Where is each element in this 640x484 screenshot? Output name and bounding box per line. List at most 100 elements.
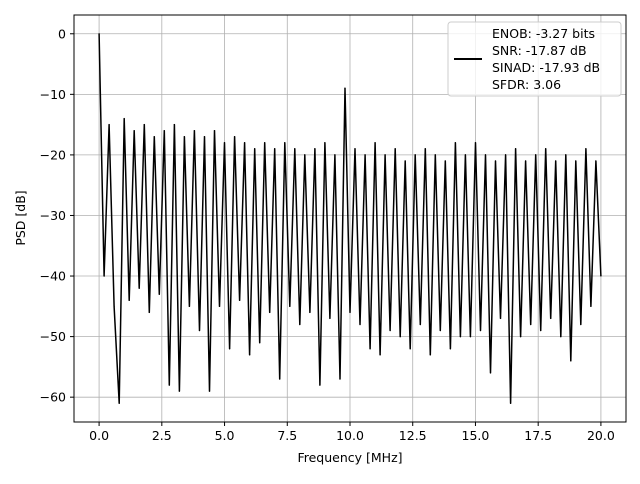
psd-data-point: [254, 148, 256, 150]
psd-data-point: [479, 329, 482, 332]
y-tick-label: −50: [40, 329, 66, 344]
psd-data-point: [319, 384, 321, 386]
psd-data-point: [489, 372, 492, 374]
psd-data-point: [183, 136, 185, 138]
psd-data-point: [595, 160, 597, 162]
psd-data-point: [359, 323, 361, 326]
psd-data-point: [334, 154, 336, 156]
psd-data-point: [384, 154, 386, 156]
psd-data-point: [580, 323, 582, 326]
x-axis-label: Frequency [MHz]: [297, 450, 402, 465]
psd-data-point: [198, 329, 201, 332]
psd-data-point: [304, 154, 306, 156]
psd-data-point: [233, 136, 236, 138]
psd-data-point: [429, 354, 431, 356]
psd-data-point: [103, 275, 105, 277]
psd-data-point: [520, 336, 522, 338]
psd-data-point: [530, 323, 532, 326]
psd-data-point: [525, 160, 527, 162]
psd-data-point: [424, 148, 426, 150]
psd-data-point: [499, 317, 502, 320]
psd-data-point: [344, 87, 346, 89]
psd-data-point: [484, 154, 487, 156]
legend-enob: ENOB: -3.27 bits: [492, 26, 595, 41]
psd-data-point: [600, 275, 602, 277]
psd-data-point: [585, 148, 587, 150]
psd-data-point: [314, 148, 316, 150]
psd-data-point: [108, 124, 110, 126]
psd-data-point: [188, 305, 191, 307]
psd-data-point: [474, 142, 477, 144]
psd-data-point: [540, 329, 542, 332]
psd-data-point: [173, 124, 175, 126]
psd-data-point: [264, 142, 266, 144]
x-tick-label: 0.0: [89, 428, 109, 443]
psd-data-point: [354, 148, 356, 150]
psd-data-point: [535, 154, 537, 156]
x-tick-label: 10.0: [336, 428, 364, 443]
psd-data-point: [259, 342, 261, 344]
x-tick-label: 5.0: [215, 428, 235, 443]
y-tick-label: −40: [40, 269, 66, 284]
psd-data-point: [223, 142, 226, 144]
psd-data-point: [464, 154, 467, 156]
psd-data-point: [394, 148, 396, 150]
legend: ENOB: -3.27 bits SNR: -17.87 dB SINAD: -…: [447, 21, 622, 97]
psd-data-point: [269, 311, 271, 313]
psd-data-point: [414, 154, 416, 156]
psd-data-point: [504, 154, 507, 156]
x-tick-label: 17.5: [524, 428, 552, 443]
psd-data-point: [590, 305, 592, 307]
psd-data-point: [409, 348, 411, 350]
psd-data-point: [379, 354, 381, 356]
legend-box: [447, 21, 622, 97]
psd-data-point: [148, 311, 150, 313]
psd-data-point: [459, 336, 461, 338]
psd-data-point: [294, 148, 296, 150]
psd-data-point: [439, 329, 441, 332]
psd-data-point: [369, 348, 371, 350]
psd-data-point: [550, 317, 552, 320]
y-tick-label: 0: [58, 26, 66, 41]
psd-data-point: [374, 142, 376, 144]
psd-data-point: [279, 378, 281, 380]
psd-data-point: [249, 354, 251, 356]
psd-data-point: [444, 160, 446, 162]
psd-data-point: [324, 142, 326, 144]
psd-data-point: [228, 348, 231, 350]
psd-data-point: [208, 390, 211, 392]
psd-data-point: [143, 124, 145, 126]
legend-sfdr: SFDR: 3.06: [492, 77, 561, 92]
psd-data-point: [560, 336, 562, 338]
x-tick-label: 15.0: [462, 428, 490, 443]
psd-data-point: [309, 311, 311, 313]
psd-data-point: [515, 148, 517, 150]
psd-data-point: [284, 142, 286, 144]
psd-data-point: [469, 336, 472, 338]
x-tick-label: 12.5: [399, 428, 427, 443]
y-axis: 0 −10 −20 −30 −40 −50 −60: [40, 26, 74, 405]
psd-data-point: [419, 323, 421, 326]
y-tick-label: −30: [40, 208, 66, 223]
psd-data-point: [509, 402, 512, 404]
psd-data-point: [434, 154, 436, 156]
x-tick-label: 7.5: [277, 428, 297, 443]
psd-data-point: [565, 154, 567, 156]
psd-data-point: [404, 160, 406, 162]
psd-data-point: [494, 160, 497, 162]
x-tick-label: 2.5: [152, 428, 172, 443]
psd-data-point: [158, 293, 160, 295]
y-axis-label: PSD [dB]: [13, 190, 28, 245]
legend-snr: SNR: -17.87 dB: [492, 43, 587, 58]
psd-data-point: [168, 384, 170, 386]
psd-data-point: [449, 348, 451, 350]
psd-data-point: [118, 402, 120, 404]
psd-data-point: [113, 305, 115, 307]
psd-data-point: [575, 160, 577, 162]
psd-data-point: [239, 299, 241, 301]
psd-data-point: [138, 287, 140, 289]
psd-data-point: [329, 317, 331, 320]
y-tick-label: −20: [40, 147, 66, 162]
psd-data-point: [178, 390, 180, 392]
